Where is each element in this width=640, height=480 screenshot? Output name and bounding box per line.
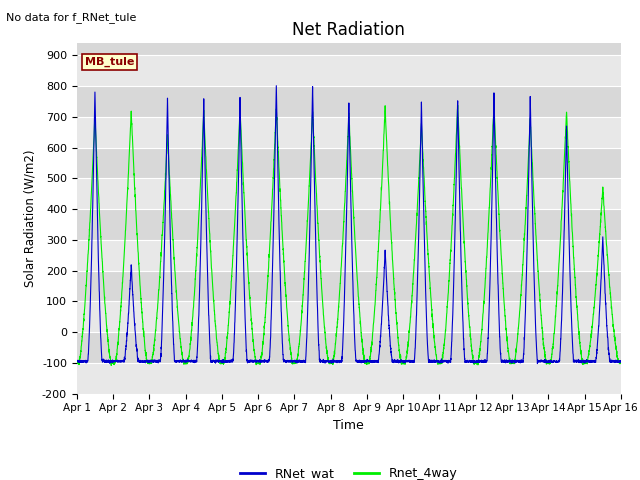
Title: Net Radiation: Net Radiation: [292, 21, 405, 39]
Text: MB_tule: MB_tule: [85, 57, 134, 68]
Legend: RNet_wat, Rnet_4way: RNet_wat, Rnet_4way: [235, 462, 463, 480]
Bar: [77, 56, 621, 86]
Bar: [77, 240, 621, 271]
X-axis label: Time: Time: [333, 419, 364, 432]
Bar: [77, 179, 621, 209]
Text: No data for f_RNet_tule: No data for f_RNet_tule: [6, 12, 137, 23]
Y-axis label: Solar Radiation (W/m2): Solar Radiation (W/m2): [24, 150, 36, 287]
Bar: [77, 117, 621, 148]
Bar: [77, 301, 621, 332]
Bar: [77, 363, 621, 394]
